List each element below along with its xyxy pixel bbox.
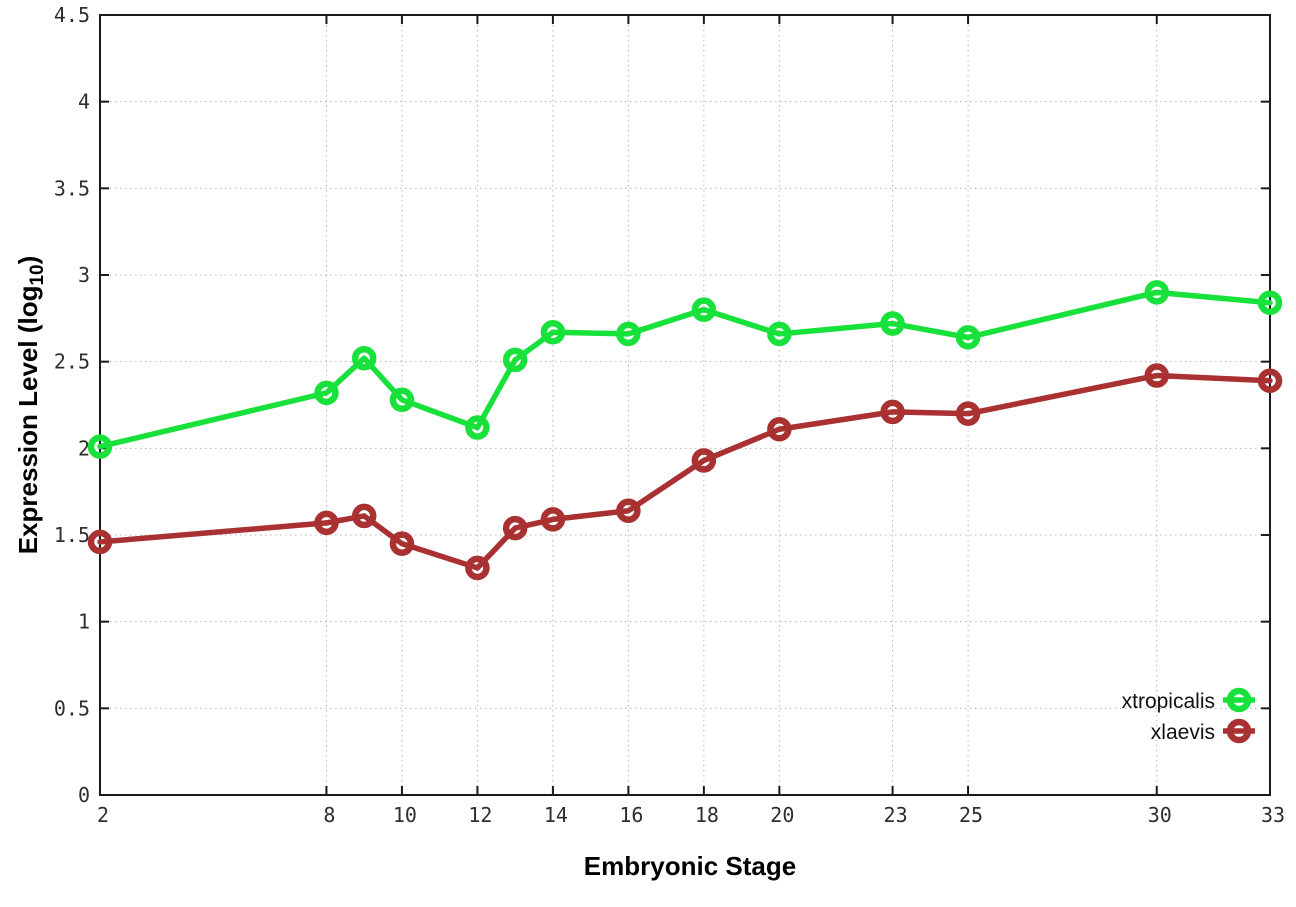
series-line-xtropicalis bbox=[97, 289, 1273, 450]
series-marker-xtropicalis bbox=[87, 434, 113, 459]
series-marker-xlaevis bbox=[87, 529, 113, 555]
series-marker-xtropicalis bbox=[880, 311, 905, 336]
x-tick-label: 30 bbox=[1148, 803, 1172, 827]
y-tick-label: 4.5 bbox=[54, 3, 90, 27]
x-tick-label: 14 bbox=[544, 803, 568, 827]
series-marker-xtropicalis bbox=[767, 321, 792, 347]
y-tick-label: 3 bbox=[78, 263, 90, 287]
y-tick-label: 0 bbox=[78, 783, 90, 807]
plot-border bbox=[99, 14, 1271, 796]
y-tick-label: 1.5 bbox=[54, 523, 90, 547]
legend-sample-marker-xlaevis bbox=[1226, 718, 1252, 744]
series-marker-xlaevis bbox=[955, 401, 981, 426]
series-marker-xlaevis bbox=[465, 555, 490, 581]
series-marker-xtropicalis bbox=[691, 297, 717, 322]
y-tick-label: 0.5 bbox=[54, 696, 90, 720]
x-tick-label: 16 bbox=[619, 803, 643, 827]
series-marker-xlaevis bbox=[540, 507, 566, 532]
legend-label-xlaevis: xlaevis bbox=[1151, 721, 1215, 744]
x-tick-label: 25 bbox=[959, 803, 983, 827]
series-marker-xtropicalis bbox=[616, 321, 641, 347]
series-marker-xtropicalis bbox=[351, 345, 377, 371]
series-marker-xtropicalis bbox=[314, 380, 339, 406]
x-tick-label: 2 bbox=[97, 803, 109, 827]
x-tick-label: 33 bbox=[1261, 803, 1285, 827]
series-marker-xlaevis bbox=[1144, 363, 1170, 388]
series-marker-xtropicalis bbox=[1144, 280, 1170, 305]
series-marker-xlaevis bbox=[1257, 368, 1283, 393]
x-tick-label: 23 bbox=[884, 803, 908, 827]
series-marker-xlaevis bbox=[767, 417, 792, 442]
x-tick-label: 12 bbox=[468, 803, 492, 827]
legend-sample-marker-xtropicalis bbox=[1226, 687, 1252, 713]
series-marker-xtropicalis bbox=[540, 319, 566, 345]
x-tick-label: 20 bbox=[770, 803, 794, 827]
series-marker-xlaevis bbox=[351, 503, 377, 529]
series-marker-xlaevis bbox=[691, 448, 717, 473]
x-axis-title: Embryonic Stage bbox=[583, 851, 797, 881]
series-marker-xtropicalis bbox=[1257, 290, 1283, 315]
y-tick-label: 1 bbox=[78, 610, 90, 634]
x-tick-label: 10 bbox=[393, 803, 417, 827]
series-marker-xtropicalis bbox=[465, 415, 490, 440]
series-marker-xlaevis bbox=[616, 498, 641, 523]
x-tick-label: 18 bbox=[695, 803, 719, 827]
series-marker-xlaevis bbox=[880, 399, 905, 425]
y-axis-title-subscript: 10 bbox=[27, 264, 48, 286]
y-axis-title-main: Expression Level (log bbox=[13, 285, 43, 555]
y-axis-title: Expression Level (log10) bbox=[2, 105, 54, 705]
series-marker-xtropicalis bbox=[502, 347, 528, 373]
y-tick-label: 2 bbox=[78, 436, 90, 460]
x-tick-label: 8 bbox=[323, 803, 335, 827]
y-tick-label: 2.5 bbox=[54, 350, 90, 374]
series-marker-xlaevis bbox=[314, 510, 339, 536]
y-tick-label: 4 bbox=[78, 90, 90, 114]
series-marker-xlaevis bbox=[502, 515, 528, 541]
series-marker-xtropicalis bbox=[955, 325, 981, 350]
series-marker-xtropicalis bbox=[389, 387, 415, 413]
y-axis-title-end: ) bbox=[13, 255, 43, 265]
y-tick-label: 3.5 bbox=[54, 176, 90, 200]
series-marker-xlaevis bbox=[389, 531, 415, 556]
legend-label-xtropicalis: xtropicalis bbox=[1122, 690, 1215, 713]
